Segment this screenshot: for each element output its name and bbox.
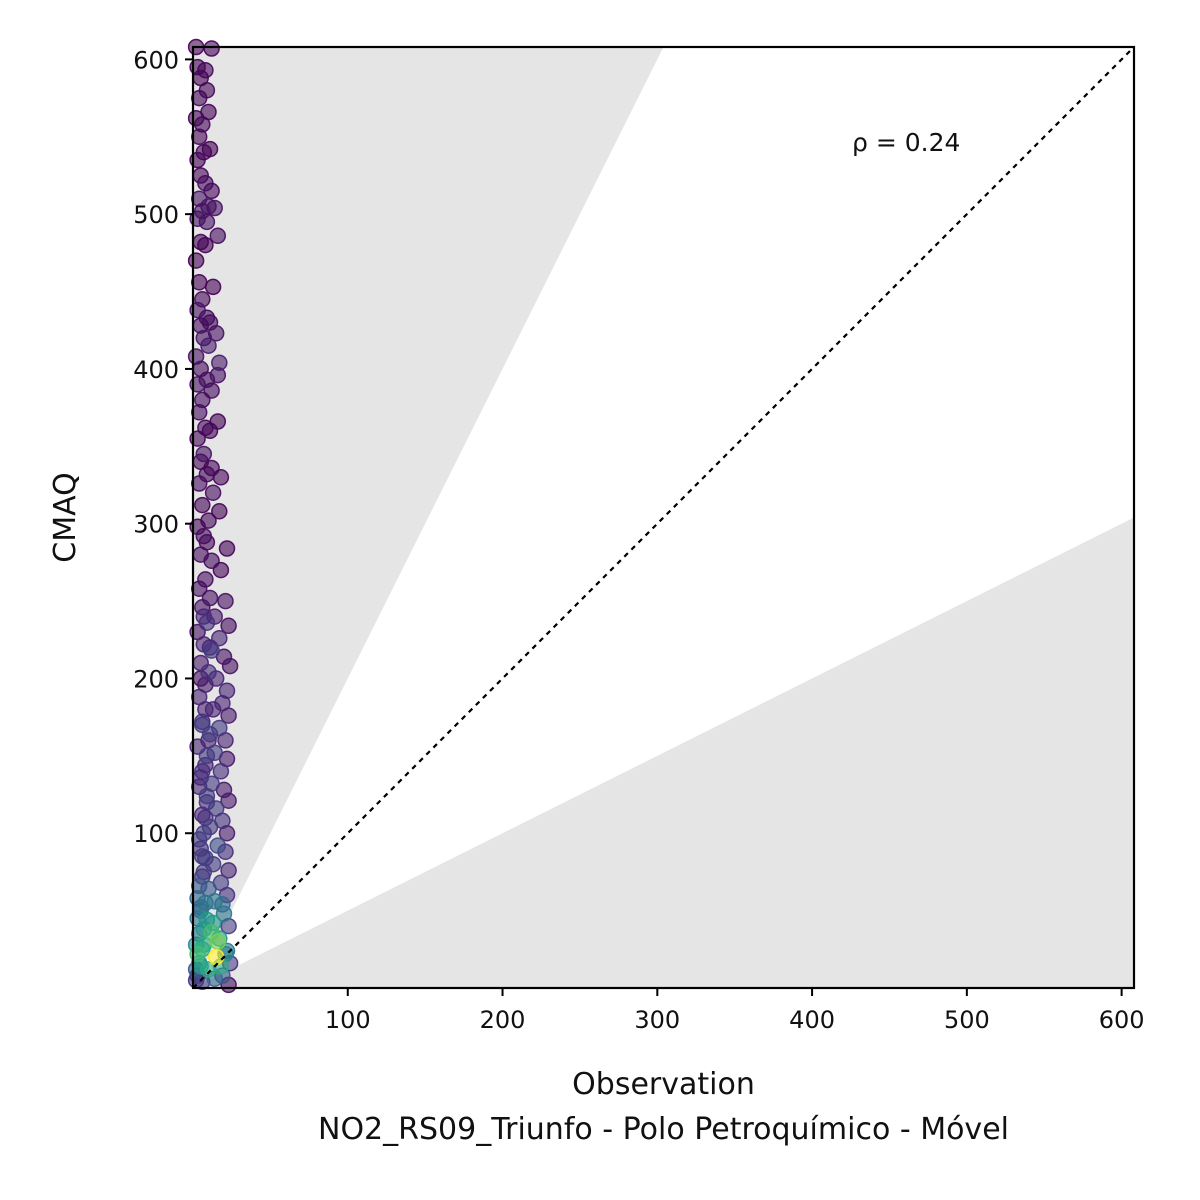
data-point <box>195 527 213 545</box>
data-point <box>209 227 227 245</box>
data-point <box>218 540 236 557</box>
y-tick-label: 100 <box>133 820 179 848</box>
x-axis-label: Observation <box>572 1067 755 1102</box>
x-tick-label: 200 <box>480 1006 526 1034</box>
y-tick-label: 600 <box>133 46 179 74</box>
data-point <box>198 614 216 631</box>
upper-shaded-region <box>193 47 664 988</box>
correlation-annotation: ρ = 0.24 <box>852 128 960 157</box>
data-point <box>217 592 234 610</box>
data-point <box>221 657 239 675</box>
data-point <box>194 716 211 734</box>
data-point <box>198 213 216 231</box>
x-tick-label: 400 <box>789 1006 835 1034</box>
y-tick-label: 200 <box>133 665 179 693</box>
x-axis-ticks: 100 200 300 400 500 600 <box>325 988 1145 1034</box>
data-point <box>220 617 237 635</box>
data-point <box>203 642 220 659</box>
data-point <box>198 747 216 765</box>
data-point <box>203 40 220 57</box>
data-point <box>190 475 208 492</box>
data-point <box>204 484 222 501</box>
data-point <box>200 664 217 681</box>
plot-frame <box>191 45 1136 990</box>
x-tick-label: 100 <box>325 1006 371 1034</box>
data-point <box>187 348 205 365</box>
data-point <box>195 824 213 842</box>
one-to-one-line <box>192 46 1135 989</box>
data-point <box>207 800 225 817</box>
data-point <box>197 174 214 192</box>
data-point <box>194 496 211 514</box>
data-point <box>200 337 217 354</box>
data-point <box>209 837 227 854</box>
y-tick-label: 500 <box>133 201 179 229</box>
data-point <box>215 905 233 922</box>
data-point <box>195 445 213 463</box>
data-point <box>211 354 228 371</box>
data-point <box>197 61 214 79</box>
data-point <box>209 933 227 950</box>
data-point <box>190 404 208 421</box>
data-point <box>194 763 211 780</box>
data-point <box>194 848 211 865</box>
y-axis-ticks: 100 200 300 400 500 600 <box>133 46 193 848</box>
data-point <box>207 948 225 966</box>
data-point <box>195 863 213 881</box>
data-point <box>190 580 208 597</box>
y-tick-label: 400 <box>133 356 179 384</box>
y-axis-label: CMAQ <box>48 472 83 562</box>
station-label: NO2_RS09_Triunfo - Polo Petroquímico - M… <box>318 1112 1009 1147</box>
lower-shaded-region <box>193 517 1134 988</box>
y-tick-label: 300 <box>133 511 179 539</box>
data-point <box>220 862 237 879</box>
data-point <box>203 552 220 570</box>
data-point <box>212 763 230 780</box>
data-point <box>190 274 208 291</box>
x-tick-label: 600 <box>1099 1006 1145 1034</box>
shaded-band-layer <box>193 47 1134 988</box>
data-point <box>187 252 205 269</box>
data-point <box>211 503 228 520</box>
data-point <box>212 469 230 486</box>
data-point <box>197 894 214 912</box>
data-point <box>190 89 208 107</box>
x-tick-label: 300 <box>634 1006 680 1034</box>
data-point <box>220 792 237 809</box>
scatter-points-layer <box>187 38 239 994</box>
x-tick-label: 500 <box>944 1006 990 1034</box>
data-point <box>198 787 216 805</box>
data-point <box>190 128 208 146</box>
data-point <box>197 236 214 254</box>
data-point <box>204 278 222 296</box>
reference-line-layer <box>192 46 1135 989</box>
